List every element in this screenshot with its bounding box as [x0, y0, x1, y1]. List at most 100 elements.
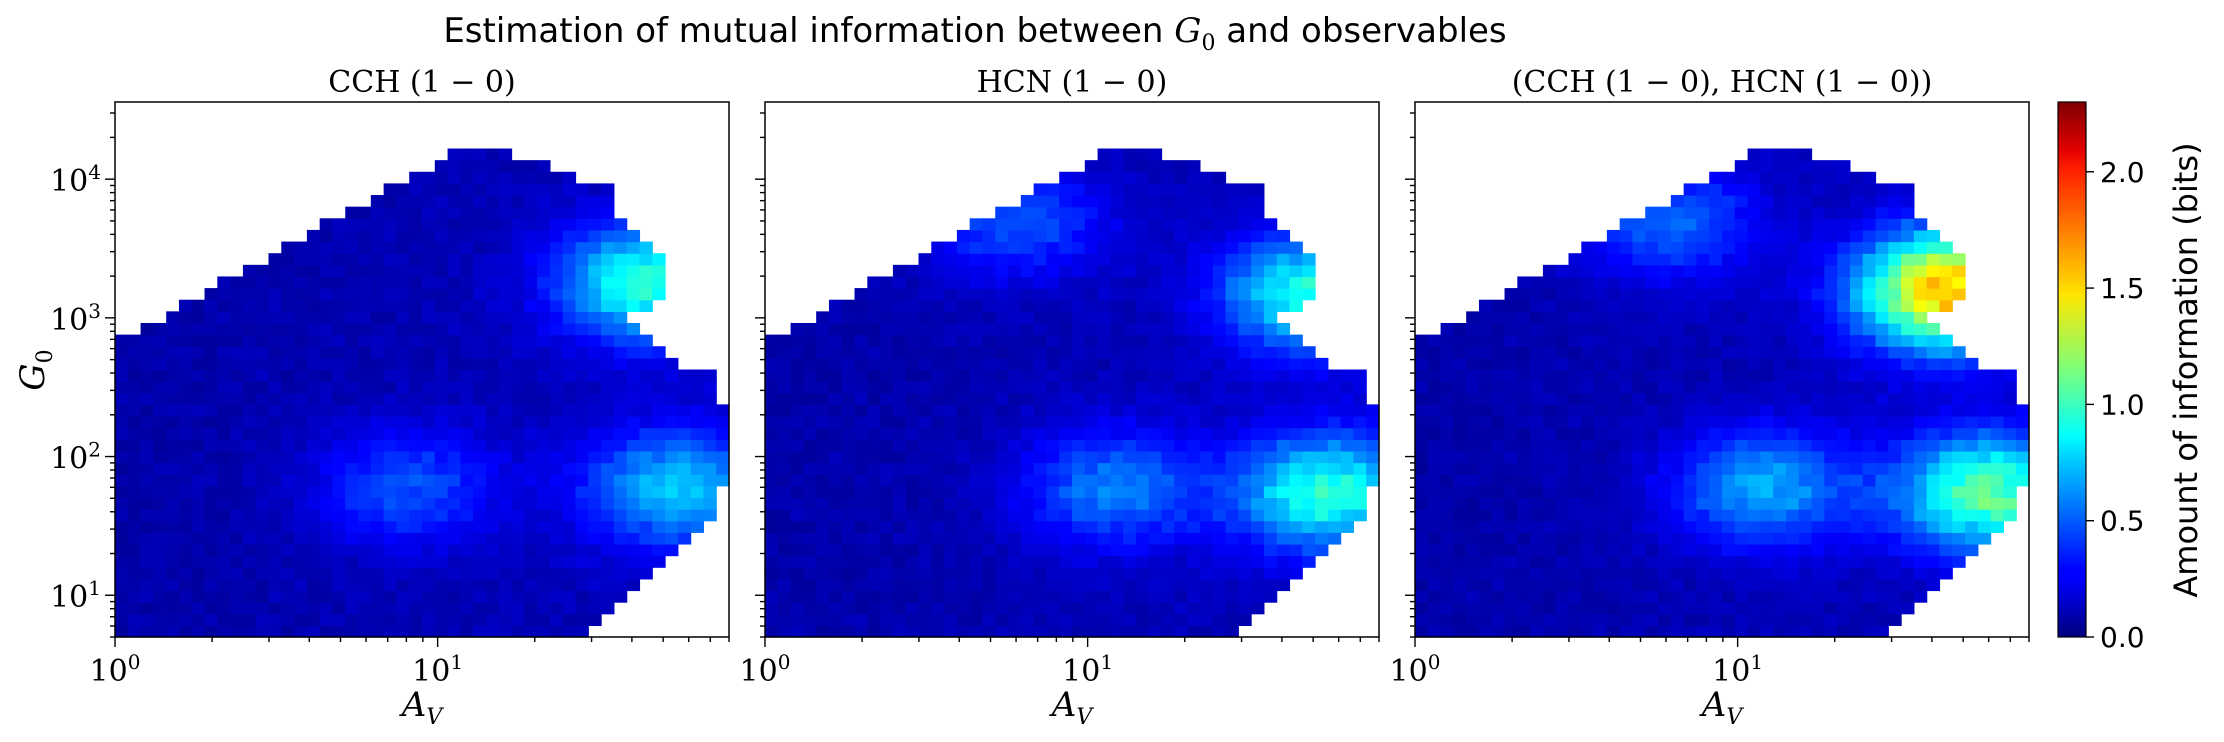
heatmap-cell — [841, 462, 856, 475]
heatmap-cell — [1734, 183, 1749, 196]
heatmap-cell — [944, 346, 958, 359]
heatmap-cell — [1734, 346, 1749, 359]
heatmap-cell — [1952, 357, 1966, 371]
heatmap-cell — [485, 171, 500, 185]
heatmap-cell — [816, 381, 830, 394]
heatmap-cell — [217, 450, 231, 464]
heatmap-cell — [485, 590, 500, 603]
heatmap-cell — [956, 532, 971, 545]
heatmap-cell — [1606, 590, 1621, 603]
heatmap-cell — [1427, 555, 1442, 568]
heatmap-cell — [639, 346, 653, 359]
heatmap-cell — [1263, 439, 1278, 452]
heatmap-cell — [1901, 218, 1915, 231]
y-tick-label: 101 — [50, 576, 101, 615]
heatmap-cell — [370, 450, 385, 464]
heatmap-cell — [1517, 625, 1531, 638]
heatmap-cell — [1427, 497, 1442, 510]
heatmap-cell — [332, 625, 346, 638]
heatmap-cell — [217, 334, 231, 347]
heatmap-cell — [306, 381, 321, 394]
heatmap-cell — [230, 555, 244, 568]
heatmap-cell — [1773, 206, 1787, 219]
heatmap-cell — [1251, 462, 1265, 475]
heatmap-cell — [115, 416, 129, 429]
heatmap-cell — [1632, 369, 1646, 382]
heatmap-cell — [332, 253, 346, 266]
heatmap-cell — [1709, 311, 1723, 324]
heatmap-cell — [345, 276, 359, 289]
heatmap-cell — [1811, 509, 1825, 522]
heatmap-cell — [1901, 299, 1915, 312]
heatmap-cell — [1862, 485, 1877, 499]
heatmap-cell — [1696, 229, 1710, 243]
heatmap-cell — [1276, 416, 1291, 429]
heatmap-cell — [601, 416, 615, 429]
heatmap-cell — [447, 241, 461, 254]
heatmap-cell — [1212, 311, 1227, 324]
heatmap-cell — [1798, 195, 1813, 208]
heatmap-cell — [1174, 381, 1188, 394]
heatmap-cell — [396, 264, 410, 278]
heatmap-cell — [1977, 462, 1992, 475]
heatmap-cell — [1276, 392, 1291, 405]
heatmap-cell — [867, 369, 881, 382]
heatmap-cell — [601, 206, 615, 219]
heatmap-cell — [511, 474, 525, 487]
heatmap-cell — [1415, 543, 1429, 557]
heatmap-cell — [1491, 462, 1506, 475]
heatmap-cell — [1594, 532, 1608, 545]
heatmap-cell — [191, 404, 206, 417]
heatmap-cell — [153, 357, 167, 371]
heatmap-cell — [306, 590, 321, 603]
heatmap-cell — [1785, 567, 1800, 580]
heatmap-cell — [447, 264, 461, 278]
heatmap-cell — [1478, 404, 1493, 417]
heatmap-cell — [854, 578, 868, 592]
heatmap-cell — [1225, 229, 1239, 243]
heatmap-cell — [1161, 439, 1175, 452]
heatmap-cell — [665, 497, 679, 510]
heatmap-cell — [880, 578, 894, 592]
heatmap-cell — [1135, 311, 1150, 324]
heatmap-cell — [1491, 602, 1506, 615]
heatmap-cell — [1225, 276, 1239, 289]
heatmap-cell — [294, 288, 308, 301]
heatmap-cell — [383, 404, 398, 417]
heatmap-cell — [447, 334, 461, 347]
heatmap-cell — [841, 497, 856, 510]
heatmap-cell — [281, 299, 295, 312]
heatmap-cell — [803, 625, 817, 638]
heatmap-cell — [1785, 404, 1800, 417]
heatmap-cell — [1888, 439, 1902, 452]
heatmap-cell — [1097, 578, 1111, 592]
heatmap-cell — [1619, 450, 1634, 464]
heatmap-cell — [1148, 160, 1163, 173]
heatmap-cell — [1913, 369, 1928, 382]
heatmap-cell — [217, 625, 231, 638]
heatmap-cell — [1110, 206, 1124, 219]
heatmap-cell — [1110, 253, 1124, 266]
heatmap-cell — [1504, 381, 1518, 394]
heatmap-cell — [383, 450, 398, 464]
heatmap-cell — [1939, 357, 1953, 371]
heatmap-cell — [969, 253, 984, 266]
heatmap-cell — [153, 404, 167, 417]
heatmap-cell — [511, 625, 525, 638]
heatmap-cell — [1862, 311, 1877, 324]
heatmap-cell — [178, 462, 193, 475]
heatmap-cell — [1837, 311, 1851, 324]
heatmap-cell — [1008, 264, 1022, 278]
heatmap-cell — [1491, 404, 1506, 417]
heatmap-cell — [1901, 311, 1915, 324]
heatmap-cell — [1491, 590, 1506, 603]
heatmap-cell — [1619, 613, 1634, 626]
heatmap-cell — [1670, 578, 1685, 592]
heatmap-cell — [854, 509, 868, 522]
heatmap-cell — [854, 381, 868, 394]
heatmap-cell — [777, 392, 792, 405]
heatmap-cell — [1849, 450, 1864, 464]
heatmap-cell — [777, 381, 792, 394]
heatmap-cell — [1798, 416, 1813, 429]
